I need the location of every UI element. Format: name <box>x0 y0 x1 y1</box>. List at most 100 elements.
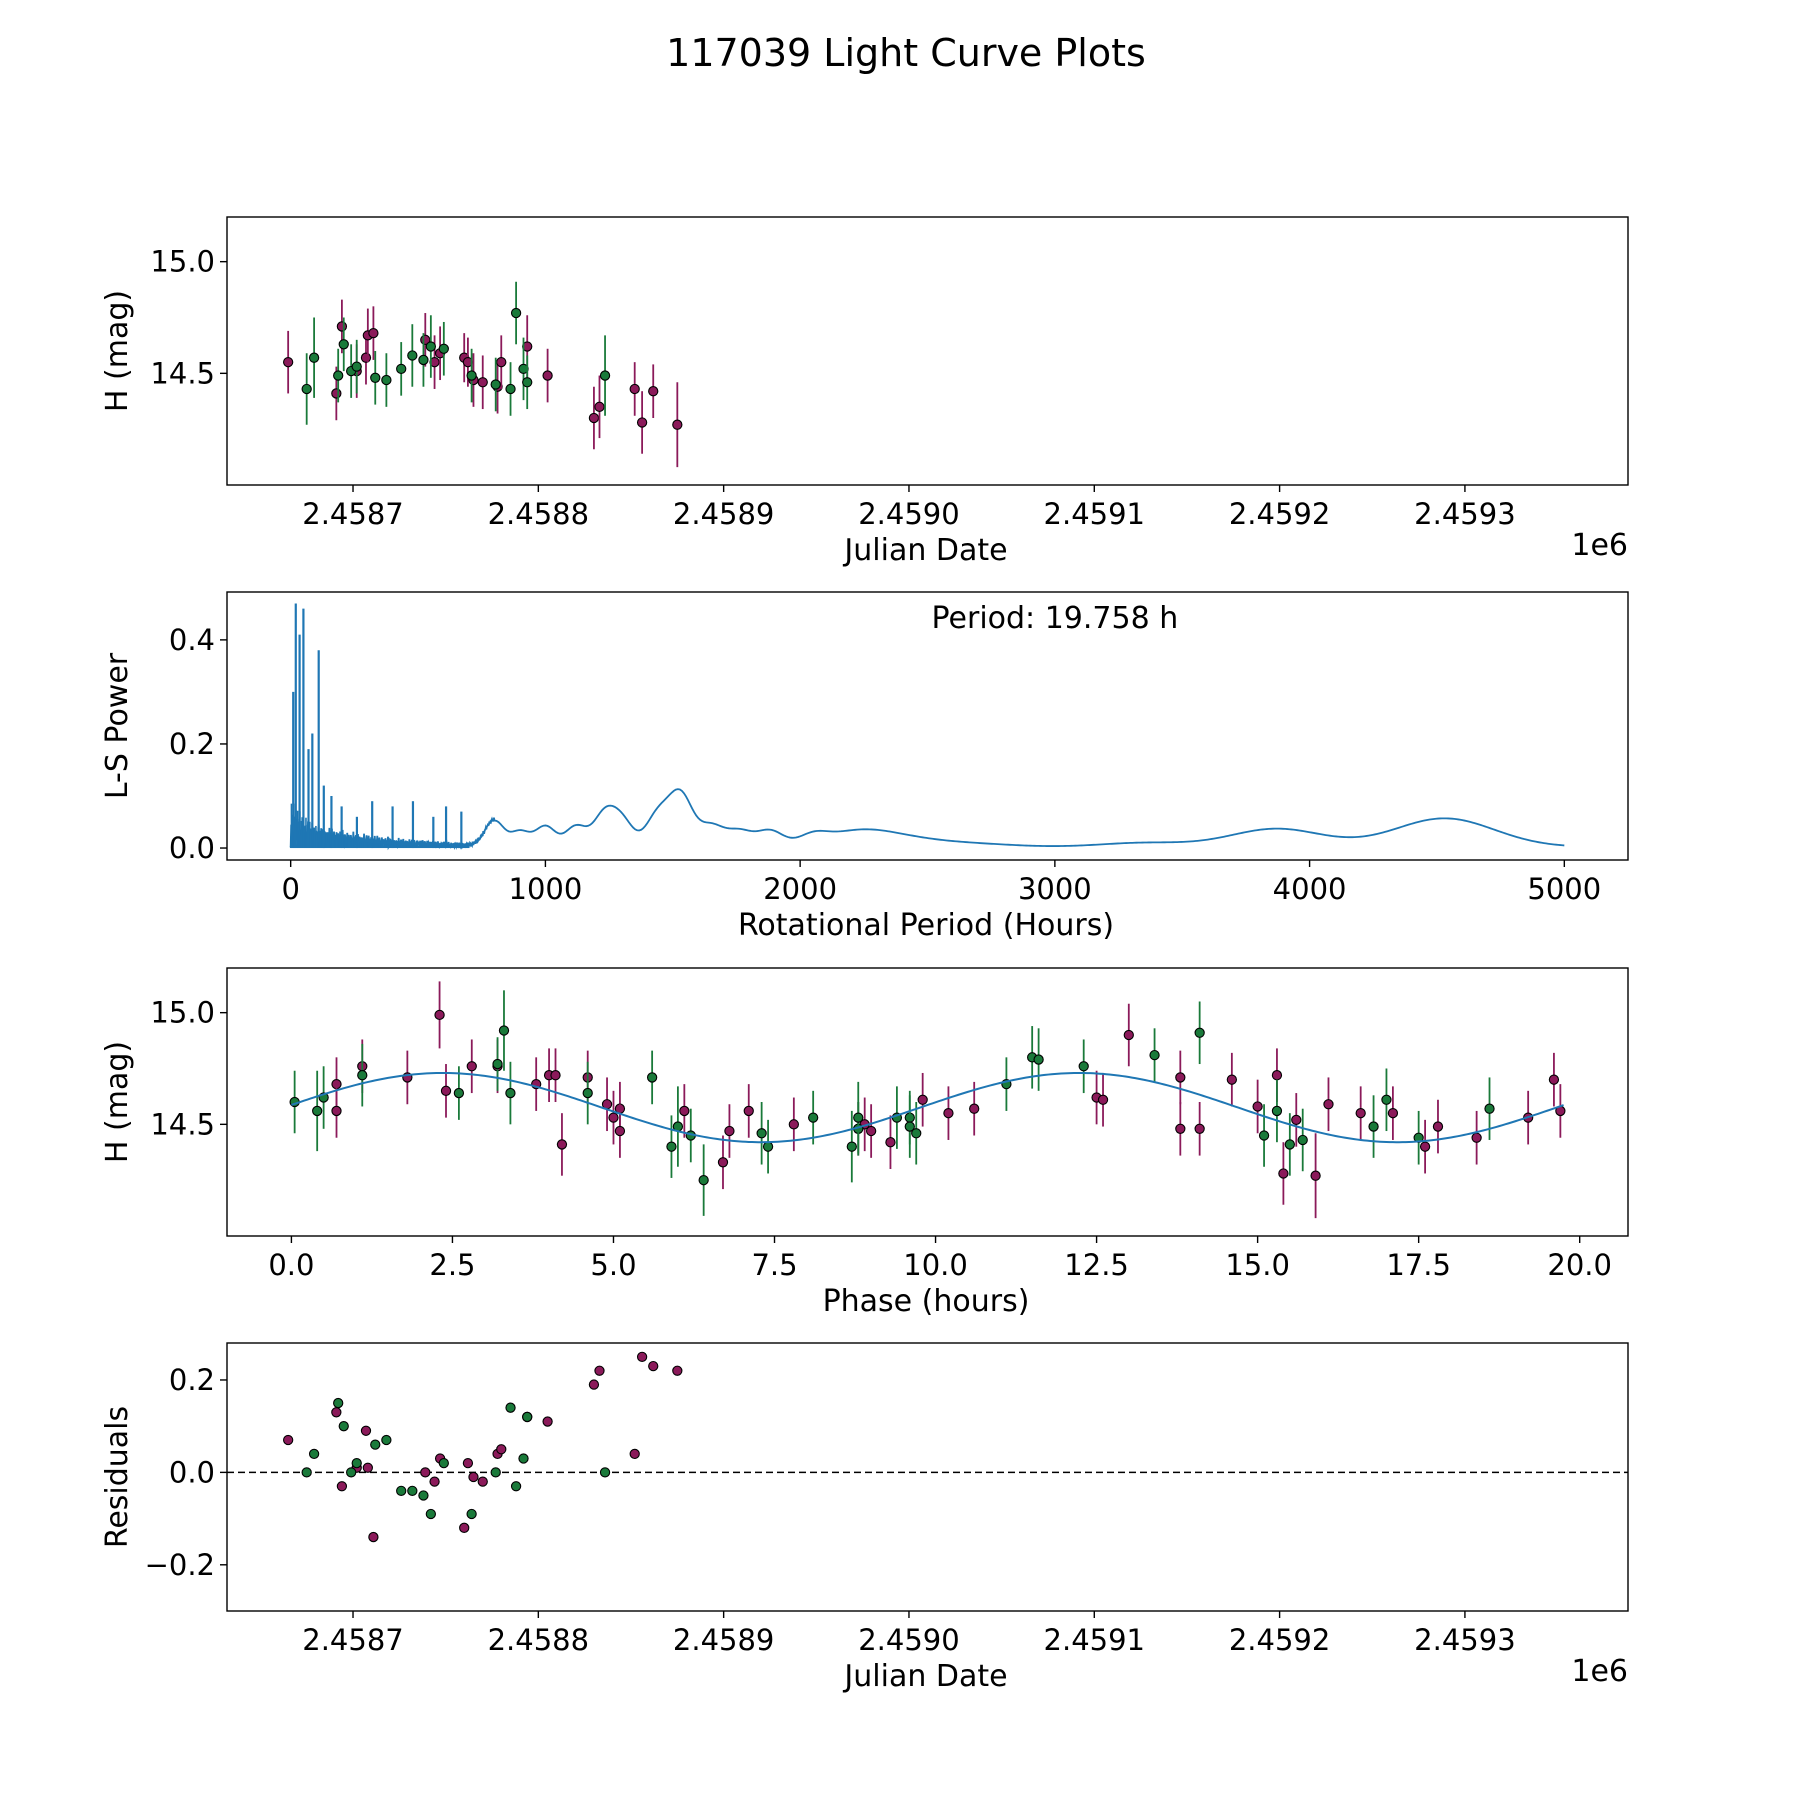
residuals-point-r <box>368 1531 379 1543</box>
periodogram-ytick-label: 0.0 <box>169 831 215 865</box>
periodogram-xtick-label: 0 <box>281 872 299 906</box>
residuals-point-g <box>407 1485 418 1497</box>
lightcurve-marker <box>308 352 320 363</box>
lightcurve-marker <box>425 341 436 352</box>
lightcurve-point-g <box>466 348 477 403</box>
phased-point-g <box>846 1110 857 1183</box>
phased-point-g <box>1194 1001 1205 1065</box>
lightcurve-point-g <box>522 355 533 410</box>
residuals-marker <box>331 1407 342 1418</box>
phased-point-r <box>331 1084 342 1138</box>
residuals-point-g <box>346 1467 357 1478</box>
residuals-marker <box>496 1444 507 1455</box>
lightcurve-ytick-label: 14.5 <box>150 356 215 390</box>
phased-marker <box>550 1070 561 1081</box>
periodogram-xtick-label: 2000 <box>763 872 837 906</box>
phased-marker <box>1297 1134 1308 1146</box>
lightcurve-point-g <box>381 353 392 407</box>
periodogram-xtick-label: 3000 <box>1018 872 1092 906</box>
phased-xtick-label: 20.0 <box>1547 1248 1612 1282</box>
phased-point-r <box>1097 1072 1109 1127</box>
lightcurve-points <box>283 281 683 468</box>
phased-marker <box>312 1105 323 1117</box>
phased-marker <box>505 1087 516 1099</box>
lightcurve-xtick-label: 2.4589 <box>673 497 774 531</box>
residuals-marker <box>599 1467 611 1478</box>
lightcurve-point-g <box>425 315 436 378</box>
phased-xtick-label: 12.5 <box>1064 1248 1129 1282</box>
phased-marker <box>788 1119 799 1130</box>
phased-marker <box>666 1141 677 1152</box>
residuals-xlabel: Julian Date <box>842 1659 1007 1694</box>
lightcurve-marker <box>368 327 379 339</box>
phased-point-r <box>1175 1050 1186 1105</box>
lightcurve-marker <box>594 401 605 412</box>
residuals-point-r <box>283 1434 294 1446</box>
phased-marker <box>1291 1114 1302 1126</box>
lightcurve-point-r <box>636 391 648 454</box>
residuals-point-g <box>338 1421 349 1432</box>
lightcurve-marker <box>510 307 522 319</box>
lightcurve-point-g <box>438 321 449 376</box>
phased-marker <box>717 1157 729 1168</box>
residuals-marker <box>648 1360 659 1372</box>
phased-ytick-label: 14.5 <box>150 1107 215 1141</box>
lightcurve-point-g <box>505 362 516 416</box>
residuals-marker <box>283 1434 294 1446</box>
residuals-point-r <box>331 1407 342 1418</box>
residuals-xtick-label: 2.4589 <box>673 1623 774 1657</box>
phased-point-r <box>717 1135 729 1190</box>
phased-marker <box>1278 1168 1289 1179</box>
phased-marker <box>698 1175 709 1186</box>
phased-point-r <box>865 1104 877 1158</box>
lightcurve-marker <box>588 412 600 424</box>
phased-point-r <box>1471 1110 1482 1165</box>
residuals-marker <box>468 1471 479 1483</box>
phased-marker <box>492 1058 503 1070</box>
periodogram-ytick-label: 0.2 <box>169 727 215 761</box>
phased-point-g <box>911 1102 922 1165</box>
phased-marker <box>1284 1139 1295 1150</box>
lightcurve-marker <box>360 352 372 363</box>
phased-marker <box>453 1087 465 1099</box>
residuals-marker <box>629 1448 640 1460</box>
phased-marker <box>556 1139 568 1150</box>
residuals-point-g <box>522 1411 533 1423</box>
residuals-point-r <box>629 1448 640 1460</box>
residuals-point-g <box>425 1508 436 1520</box>
lightcurve-point-g <box>490 357 501 412</box>
lightcurve-marker <box>407 350 418 361</box>
residuals-point-g <box>466 1508 477 1520</box>
phased-point-r <box>1548 1052 1560 1107</box>
phased-point-r <box>1419 1119 1431 1174</box>
lightcurve-point-r <box>542 348 553 403</box>
lightcurve-marker <box>542 370 553 381</box>
residuals-point-r <box>542 1416 553 1427</box>
phased-xtick-label: 0.0 <box>268 1248 314 1282</box>
lightcurve-xtick-label: 2.4590 <box>858 497 959 531</box>
phased-point-g <box>492 1037 503 1091</box>
phased-point-r <box>743 1084 754 1138</box>
phased-xtick-label: 17.5 <box>1386 1248 1451 1282</box>
periodogram-xtick-label: 4000 <box>1273 872 1347 906</box>
phased-marker <box>1271 1070 1283 1081</box>
phased-point-g <box>498 990 510 1071</box>
residuals-point-g <box>333 1397 344 1409</box>
residuals-marker <box>477 1476 488 1487</box>
phased-point-r <box>1355 1086 1366 1140</box>
phased-xtick-label: 5.0 <box>590 1248 636 1282</box>
residuals-xtick-label: 2.4587 <box>302 1623 403 1657</box>
residuals-ytick-label: 0.0 <box>169 1455 215 1489</box>
phased-marker <box>331 1105 342 1117</box>
phased-point-g <box>312 1070 323 1152</box>
phased-point-g <box>672 1086 684 1167</box>
residuals-point-g <box>505 1402 516 1413</box>
phased-axes-frame <box>226 967 1629 1237</box>
phased-marker <box>969 1103 980 1114</box>
phased-marker <box>1310 1170 1321 1181</box>
residuals-point-r <box>468 1471 479 1483</box>
phased-marker <box>853 1112 864 1123</box>
lightcurve-point-g <box>518 337 529 401</box>
phased-point-g <box>1033 1028 1044 1091</box>
residuals-x-offset: 1e6 <box>1571 1654 1628 1689</box>
